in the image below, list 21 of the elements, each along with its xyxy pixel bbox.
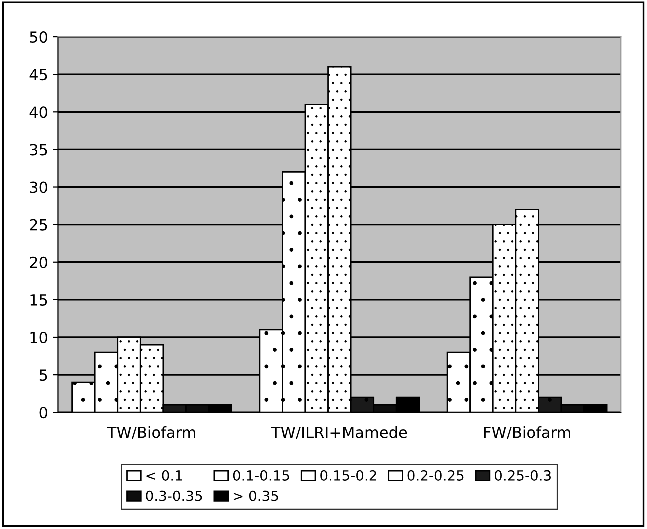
- legend-label: 0.2-0.25: [408, 470, 464, 481]
- y-tick-label: 30: [30, 182, 48, 194]
- legend-label: < 0.1: [146, 470, 182, 481]
- y-tick-label: 40: [30, 106, 48, 118]
- legend-label: > 0.35: [234, 490, 278, 502]
- legend-label: 0.15-0.2: [320, 470, 376, 481]
- y-tick-label: 35: [30, 144, 48, 156]
- y-tick-label: 20: [30, 256, 48, 268]
- y-tick-label: 10: [30, 332, 48, 344]
- y-tick-label: 15: [30, 294, 48, 306]
- y-tick-label: 0: [40, 407, 48, 419]
- legend-label: 0.3-0.35: [146, 490, 202, 502]
- x-tick-label: TW/ILRI+Mamede: [271, 426, 408, 440]
- y-tick-label: 45: [30, 69, 48, 81]
- y-tick-label: 50: [30, 31, 48, 44]
- legend-label: 0.25-0.3: [494, 470, 551, 481]
- legend-label: 0.1-0.15: [233, 470, 290, 481]
- x-tick-label: TW/Biofarm: [107, 426, 196, 440]
- y-tick-label: 25: [30, 219, 48, 231]
- y-tick-label: 5: [40, 370, 48, 382]
- x-tick-label: FW/Biofarm: [484, 426, 570, 440]
